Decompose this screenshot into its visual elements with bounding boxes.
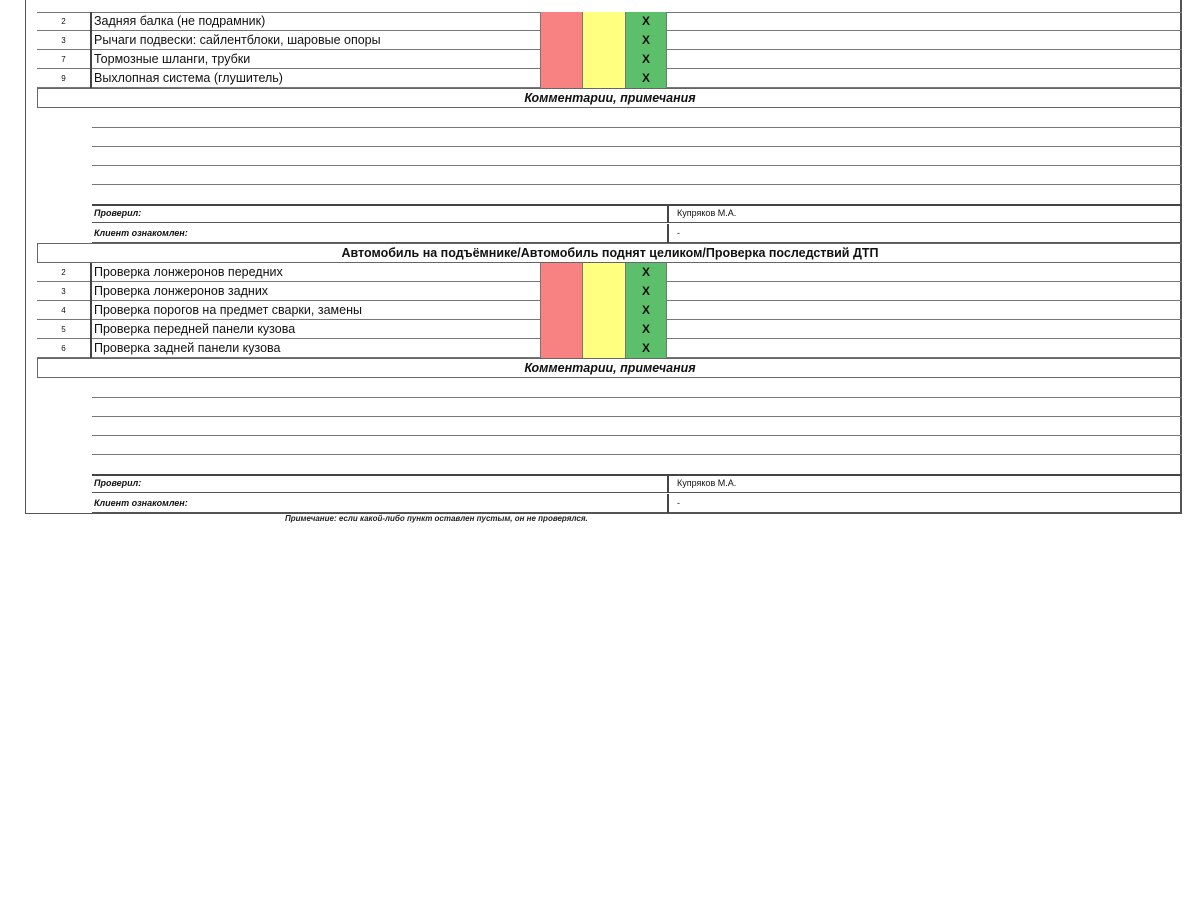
item-number: 6 <box>37 339 92 358</box>
item-number: 2 <box>37 263 92 282</box>
checklist-row: 7 Тормозные шланги, трубки X <box>37 50 1182 69</box>
checked-by-value[interactable]: Купряков М.А. <box>667 204 1182 223</box>
form-frame <box>25 0 1182 514</box>
client-acknowledged-label: Клиент ознакомлен: <box>94 228 188 238</box>
comment-line[interactable] <box>92 397 1182 398</box>
status-warning-cell[interactable] <box>582 301 625 320</box>
status-ok-cell[interactable]: X <box>625 263 667 282</box>
status-ok-cell[interactable]: X <box>625 320 667 339</box>
item-description: Рычаги подвески: сайлентблоки, шаровые о… <box>94 33 381 47</box>
comment-line[interactable] <box>92 416 1182 417</box>
status-warning-cell[interactable] <box>582 69 625 88</box>
client-acknowledged-row: Клиент ознакомлен: - <box>92 494 1182 513</box>
section-title: Автомобиль на подъёмнике/Автомобиль подн… <box>37 243 1182 263</box>
client-acknowledged-label: Клиент ознакомлен: <box>94 498 188 508</box>
status-warning-cell[interactable] <box>582 50 625 69</box>
client-acknowledged-row: Клиент ознакомлен: - <box>92 224 1182 243</box>
item-description: Выхлопная система (глушитель) <box>94 71 283 85</box>
status-warning-cell[interactable] <box>582 339 625 358</box>
checked-by-value[interactable]: Купряков М.А. <box>667 474 1182 493</box>
status-ok-cell[interactable]: X <box>625 31 667 50</box>
item-number: 5 <box>37 320 92 339</box>
checklist-row: 3 Рычаги подвески: сайлентблоки, шаровые … <box>37 31 1182 50</box>
checked-by-label: Проверил: <box>94 208 142 218</box>
status-ok-cell[interactable]: X <box>625 50 667 69</box>
item-number: 4 <box>37 301 92 320</box>
item-description: Тормозные шланги, трубки <box>94 52 251 66</box>
item-number: 7 <box>37 50 92 69</box>
comment-line[interactable] <box>92 165 1182 166</box>
status-bad-cell[interactable] <box>540 339 582 358</box>
checklist-row: 2 Задняя балка (не подрамник) X <box>37 12 1182 31</box>
item-number: 2 <box>37 12 92 31</box>
comments-header: Комментарии, примечания <box>37 358 1182 378</box>
status-warning-cell[interactable] <box>582 320 625 339</box>
comment-line[interactable] <box>92 435 1182 436</box>
status-bad-cell[interactable] <box>540 301 582 320</box>
status-bad-cell[interactable] <box>540 50 582 69</box>
comment-line[interactable] <box>92 454 1182 455</box>
item-description: Проверка лонжеронов задних <box>94 284 269 298</box>
footer-note: Примечание: если какой-либо пункт оставл… <box>285 514 588 523</box>
checked-by-row: Проверил: Купряков М.А. <box>92 474 1182 493</box>
item-description: Проверка порогов на предмет сварки, заме… <box>94 303 362 317</box>
checked-by-row: Проверил: Купряков М.А. <box>92 204 1182 223</box>
status-bad-cell[interactable] <box>540 263 582 282</box>
checklist-row: 9 Выхлопная система (глушитель) X <box>37 69 1182 88</box>
status-ok-cell[interactable]: X <box>625 339 667 358</box>
signature-divider <box>92 474 1182 476</box>
item-description: Проверка задней панели кузова <box>94 341 281 355</box>
status-ok-cell[interactable]: X <box>625 282 667 301</box>
status-bad-cell[interactable] <box>540 12 582 31</box>
status-ok-cell[interactable]: X <box>625 301 667 320</box>
item-number: 3 <box>37 282 92 301</box>
item-description: Задняя балка (не подрамник) <box>94 14 266 28</box>
checklist-row: 4 Проверка порогов на предмет сварки, зам… <box>37 301 1182 320</box>
status-warning-cell[interactable] <box>582 31 625 50</box>
item-description: Проверка лонжеронов передних <box>94 265 283 279</box>
checklist-row: 2 Проверка лонжеронов передних X <box>37 263 1182 282</box>
status-bad-cell[interactable] <box>540 282 582 301</box>
status-bad-cell[interactable] <box>540 320 582 339</box>
status-ok-cell[interactable]: X <box>625 12 667 31</box>
signature-divider <box>92 204 1182 206</box>
status-warning-cell[interactable] <box>582 282 625 301</box>
checklist-row: 5 Проверка передней панели кузова X <box>37 320 1182 339</box>
item-number: 9 <box>37 69 92 88</box>
item-number: 3 <box>37 31 92 50</box>
status-warning-cell[interactable] <box>582 12 625 31</box>
comments-header: Комментарии, примечания <box>37 88 1182 108</box>
comment-line[interactable] <box>92 146 1182 147</box>
item-description: Проверка передней панели кузова <box>94 322 296 336</box>
checklist-row: 6 Проверка задней панели кузова X <box>37 339 1182 358</box>
status-warning-cell[interactable] <box>582 263 625 282</box>
status-ok-cell[interactable]: X <box>625 69 667 88</box>
checked-by-label: Проверил: <box>94 478 142 488</box>
comment-line[interactable] <box>92 127 1182 128</box>
checklist-row: 3 Проверка лонжеронов задних X <box>37 282 1182 301</box>
client-acknowledged-value[interactable]: - <box>667 224 1182 243</box>
status-bad-cell[interactable] <box>540 69 582 88</box>
status-bad-cell[interactable] <box>540 31 582 50</box>
comment-line[interactable] <box>92 184 1182 185</box>
client-acknowledged-value[interactable]: - <box>667 494 1182 513</box>
